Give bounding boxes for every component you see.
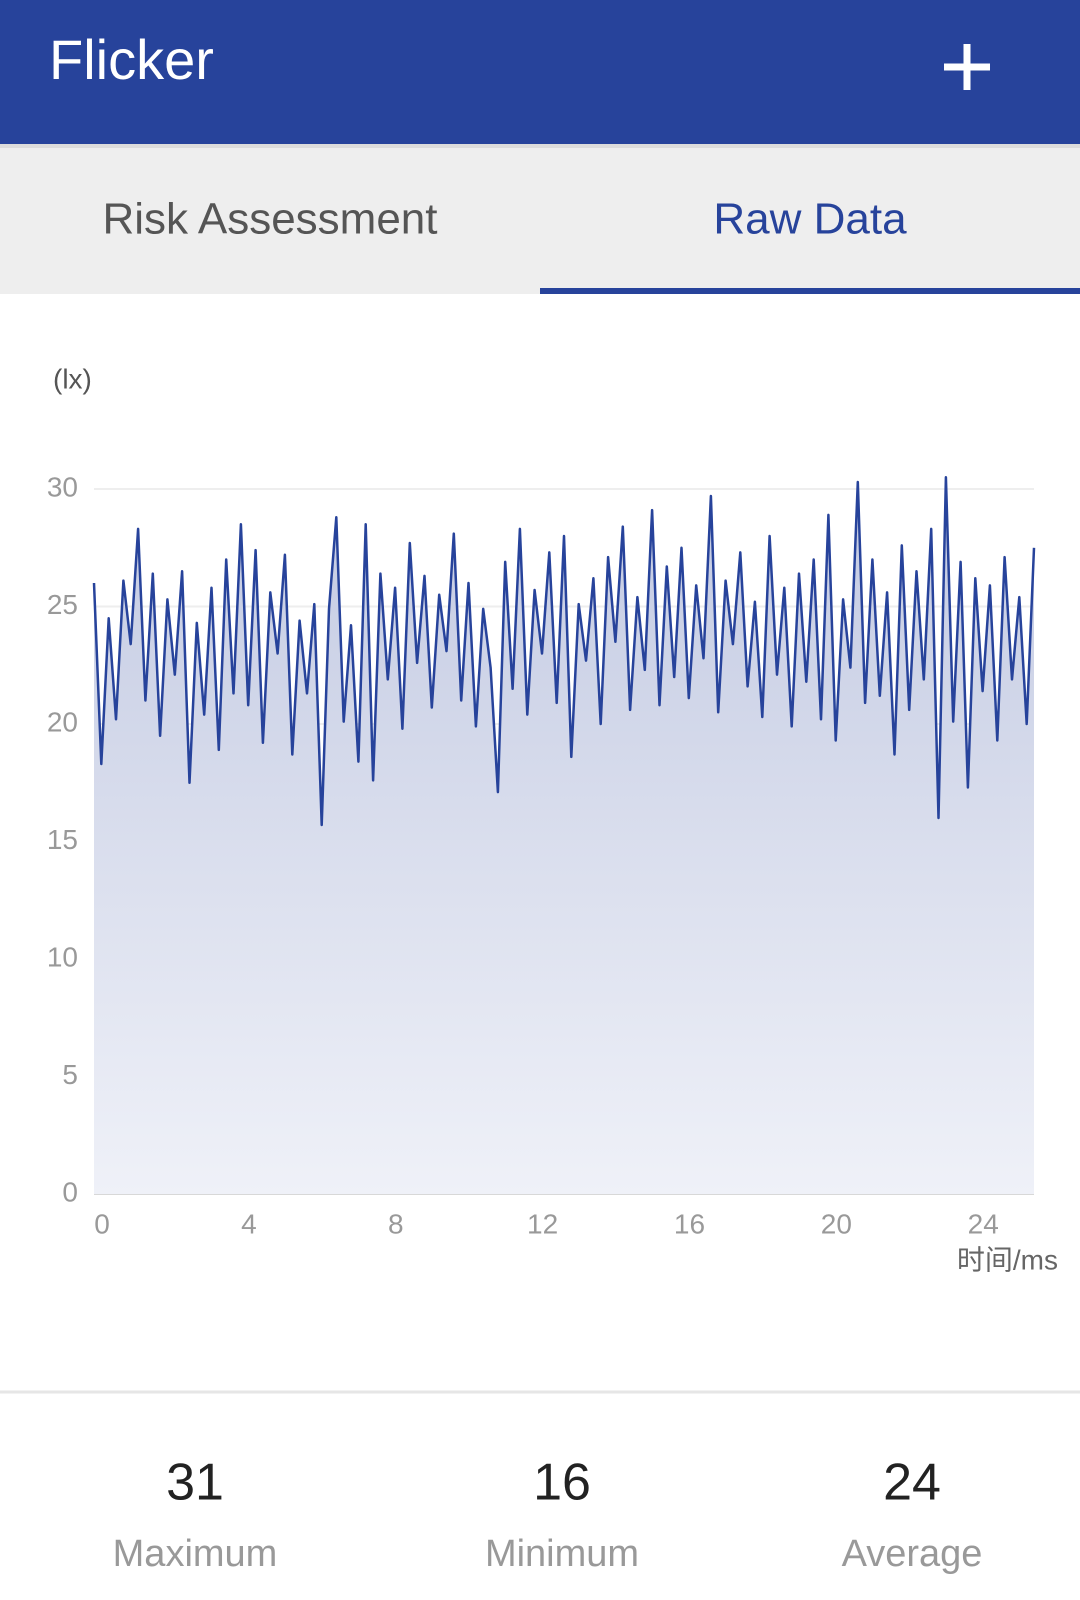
stat-value: 31 bbox=[166, 1454, 224, 1512]
data-line bbox=[92, 476, 1036, 827]
y-tick-label: 5 bbox=[62, 1059, 78, 1090]
stats: 31 Maximum 16 Minimum 24 Average bbox=[113, 1454, 983, 1575]
y-axis-label: (lx) bbox=[53, 363, 92, 394]
tab-bar bbox=[0, 144, 1080, 294]
chart: (lx) 时间/ms 0 5 10 15 20 25 30 0 4 8 12 16 20 24 bbox=[47, 363, 1058, 1275]
x-tick-label: 16 bbox=[674, 1208, 705, 1239]
x-tick-label: 8 bbox=[388, 1208, 404, 1239]
stat-value: 24 bbox=[883, 1454, 941, 1512]
y-tick-label: 30 bbox=[47, 471, 78, 502]
x-tick-label: 0 bbox=[94, 1208, 110, 1239]
y-tick-label: 10 bbox=[47, 941, 78, 972]
x-tick-label: 20 bbox=[821, 1208, 852, 1239]
tab[interactable]: Risk Assessment bbox=[103, 195, 438, 244]
tab-indicator bbox=[540, 288, 1080, 294]
y-tick-label: 20 bbox=[47, 706, 78, 737]
x-axis-label: 时间/ms bbox=[957, 1244, 1058, 1275]
stat-label: Minimum bbox=[485, 1533, 639, 1575]
x-tick-label: 4 bbox=[241, 1208, 257, 1239]
x-tick-label: 24 bbox=[968, 1208, 999, 1239]
y-tick-label: 15 bbox=[47, 824, 78, 855]
stat-label: Average bbox=[842, 1533, 983, 1575]
x-tick-label: 12 bbox=[527, 1208, 558, 1239]
area-fill bbox=[94, 477, 1034, 1194]
app-title: Flicker bbox=[49, 28, 214, 91]
stat-label: Maximum bbox=[113, 1533, 278, 1575]
stat-value: 16 bbox=[533, 1454, 591, 1512]
app-bar bbox=[0, 0, 1080, 144]
y-tick-label: 0 bbox=[62, 1176, 78, 1207]
add-button[interactable] bbox=[944, 44, 990, 90]
tab-active[interactable]: Raw Data bbox=[713, 195, 907, 244]
y-tick-label: 25 bbox=[47, 589, 78, 620]
tab-shadow bbox=[0, 144, 1080, 148]
